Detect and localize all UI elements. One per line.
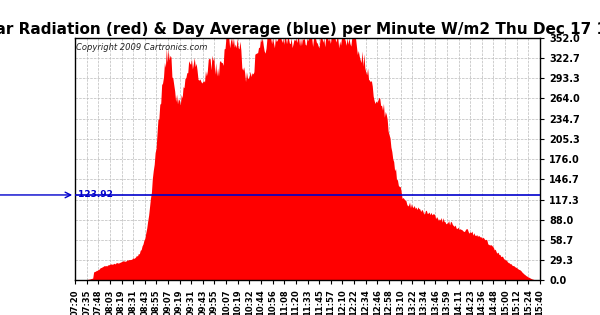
- Text: Copyright 2009 Cartronics.com: Copyright 2009 Cartronics.com: [76, 43, 208, 52]
- Text: 123.92: 123.92: [75, 191, 113, 199]
- Title: Solar Radiation (red) & Day Average (blue) per Minute W/m2 Thu Dec 17 16:04: Solar Radiation (red) & Day Average (blu…: [0, 22, 600, 37]
